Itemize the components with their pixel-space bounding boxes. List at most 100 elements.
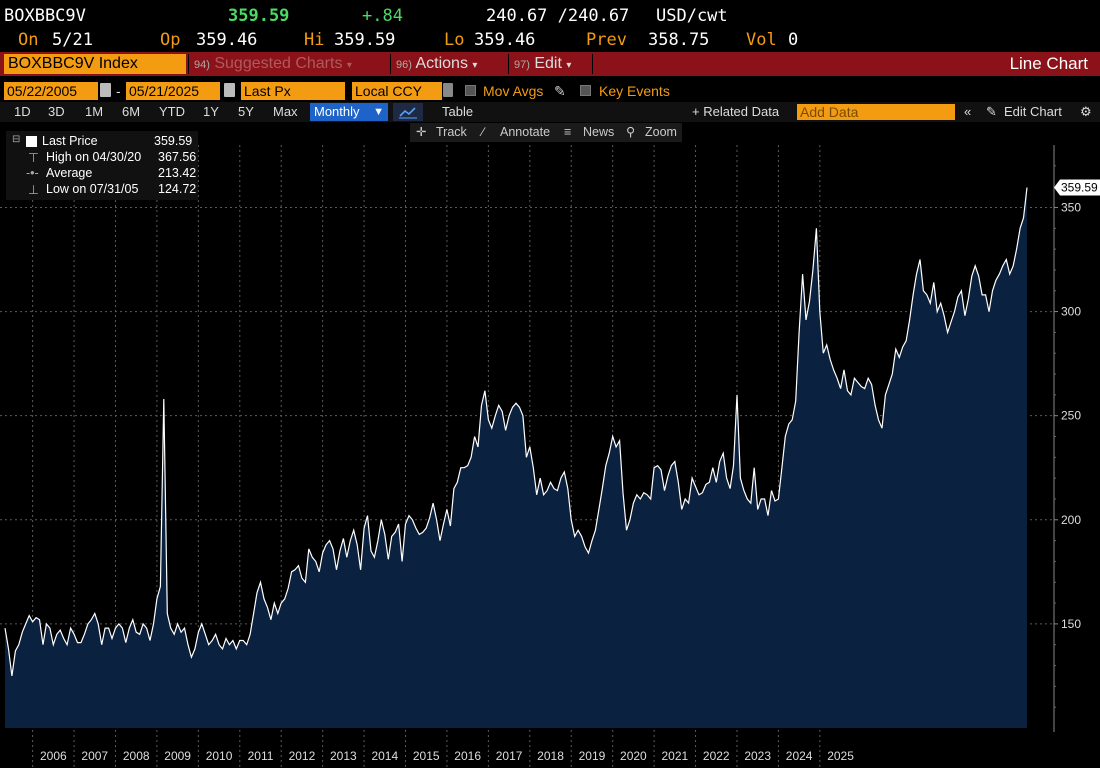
period-ytd[interactable]: YTD: [159, 104, 185, 119]
gear-icon[interactable]: ⚙: [1080, 104, 1092, 119]
period-max[interactable]: Max: [273, 104, 298, 119]
prev-label: Prev: [586, 30, 627, 50]
mov-avgs-label[interactable]: Mov Avgs: [483, 83, 544, 99]
end-date-input[interactable]: 05/21/2025: [126, 82, 220, 100]
x-tick-label: 2011: [248, 749, 274, 763]
security-field[interactable]: BOXBBC9V Index: [4, 54, 186, 74]
chart-tools: ✛ Track ∕ Annotate ≡ News ⚲ Zoom: [410, 123, 682, 142]
zoom-tool[interactable]: Zoom: [645, 125, 677, 139]
x-tick-label: 2007: [81, 749, 108, 763]
y-tick-label: 150: [1061, 617, 1081, 631]
open-value: 359.46: [196, 30, 258, 50]
period-1y[interactable]: 1Y: [203, 104, 219, 119]
calendar-icon[interactable]: [224, 83, 235, 97]
low-label: Lo: [444, 30, 465, 50]
add-data-input[interactable]: Add Data: [797, 104, 955, 120]
collapse-icon[interactable]: ⊟: [12, 134, 21, 145]
period-3d[interactable]: 3D: [48, 104, 65, 119]
open-label: Op: [160, 30, 181, 50]
price-line: [4, 187, 1028, 676]
actions-label: Actions: [415, 55, 468, 72]
news-icon: ≡: [564, 125, 572, 139]
suggested-charts-menu[interactable]: 94) Suggested Charts ▾: [194, 54, 352, 74]
x-tick-label: 2018: [537, 749, 564, 763]
edit-label: Edit: [534, 55, 562, 72]
news-tool[interactable]: News: [583, 125, 615, 139]
price-units: USD/cwt: [656, 6, 728, 26]
legend-average-value: 213.42: [158, 166, 197, 180]
x-axis: 2006 2007 2008 2009 2010 2011 2012 2013 2014 2015…: [40, 749, 854, 763]
period-6m[interactable]: 6M: [122, 104, 141, 119]
key-events-checkbox[interactable]: [580, 85, 591, 96]
pencil-icon: ∕: [482, 125, 485, 139]
series-swatch: [26, 136, 37, 147]
x-tick-label: 2009: [164, 749, 191, 763]
average-marker-icon: -•-: [26, 166, 39, 180]
divider: [592, 54, 593, 74]
legend-high-label: High on 04/30/20: [46, 150, 142, 164]
field-select[interactable]: Last Px: [241, 82, 345, 100]
actions-menu[interactable]: 96) Actions ▾: [396, 54, 477, 74]
high-value: 359.59: [334, 30, 396, 50]
x-tick-label: 2024: [786, 749, 813, 763]
legend-low-value: 124.72: [158, 182, 197, 196]
x-tick-label: 2019: [579, 749, 606, 763]
pencil-icon[interactable]: ✎: [986, 104, 997, 119]
controls-row: 05/22/2005 - 05/21/2025 Last Px Local CC…: [0, 80, 1100, 102]
high-label: Hi: [304, 30, 325, 50]
caret-down-icon: ▾: [566, 60, 572, 71]
date-separator: -: [116, 83, 121, 99]
prev-value: 358.75: [648, 30, 710, 50]
x-tick-label: 2023: [744, 749, 771, 763]
last-price-marker: 359.59: [1054, 179, 1100, 196]
related-data-button[interactable]: + Related Data: [692, 104, 780, 119]
period-5y[interactable]: 5Y: [238, 104, 254, 119]
x-tick-label: 2017: [496, 749, 523, 763]
divider: [508, 54, 509, 74]
period-1m[interactable]: 1M: [85, 104, 104, 119]
period-1d[interactable]: 1D: [14, 104, 31, 119]
y-tick-label: 250: [1061, 409, 1081, 423]
key-events-label[interactable]: Key Events: [599, 83, 670, 99]
edit-menu[interactable]: 97) Edit ▾: [514, 54, 571, 74]
line-chart-icon[interactable]: [393, 103, 423, 121]
start-date-input[interactable]: 05/22/2005: [4, 82, 98, 100]
menu-number: 96): [396, 59, 412, 71]
pencil-icon[interactable]: ✎: [554, 83, 566, 99]
dropdown-arrow-icon[interactable]: [443, 83, 453, 97]
annotate-tool[interactable]: Annotate: [500, 125, 551, 139]
high-marker-icon: ⊤: [28, 151, 39, 165]
double-chevron-icon[interactable]: «: [964, 104, 972, 119]
y-tick-label: 200: [1061, 513, 1081, 527]
calendar-icon[interactable]: [100, 83, 111, 97]
price-change: +.84: [362, 6, 403, 26]
edit-chart-button[interactable]: Edit Chart: [1004, 104, 1062, 119]
frequency-select[interactable]: Monthly ▼: [310, 103, 388, 121]
search-icon: ⚲: [626, 125, 636, 139]
chart-legend: ⊟ Last Price 359.59 ⊤ High on 04/30/20 3…: [6, 131, 198, 200]
currency-select[interactable]: Local CCY: [352, 82, 442, 100]
x-tick-label: 2006: [40, 749, 67, 763]
x-tick-label: 2015: [413, 749, 440, 763]
x-tick-label: 2014: [371, 749, 398, 763]
x-tick-label: 2021: [661, 749, 688, 763]
table-button[interactable]: Table: [442, 104, 474, 119]
caret-down-icon: ▾: [472, 60, 478, 71]
legend-last-value: 359.59: [154, 134, 193, 148]
legend-average-label: Average: [46, 166, 93, 180]
x-tick-label: 2020: [620, 749, 647, 763]
caret-down-icon: ▾: [346, 60, 352, 71]
x-tick-label: 2012: [289, 749, 316, 763]
mov-avgs-checkbox[interactable]: [465, 85, 476, 96]
low-marker-icon: ⊥: [28, 183, 39, 197]
divider: [188, 54, 189, 74]
caret-down-icon: ▼: [373, 106, 384, 118]
x-tick-label: 2008: [123, 749, 150, 763]
legend-high-value: 367.56: [158, 150, 197, 164]
on-date: 5/21: [52, 30, 93, 50]
last-price: 359.59: [228, 6, 290, 26]
track-tool[interactable]: Track: [436, 125, 467, 139]
frequency-label: Monthly: [314, 104, 360, 119]
last-price-tag-label: 359.59: [1061, 180, 1098, 194]
